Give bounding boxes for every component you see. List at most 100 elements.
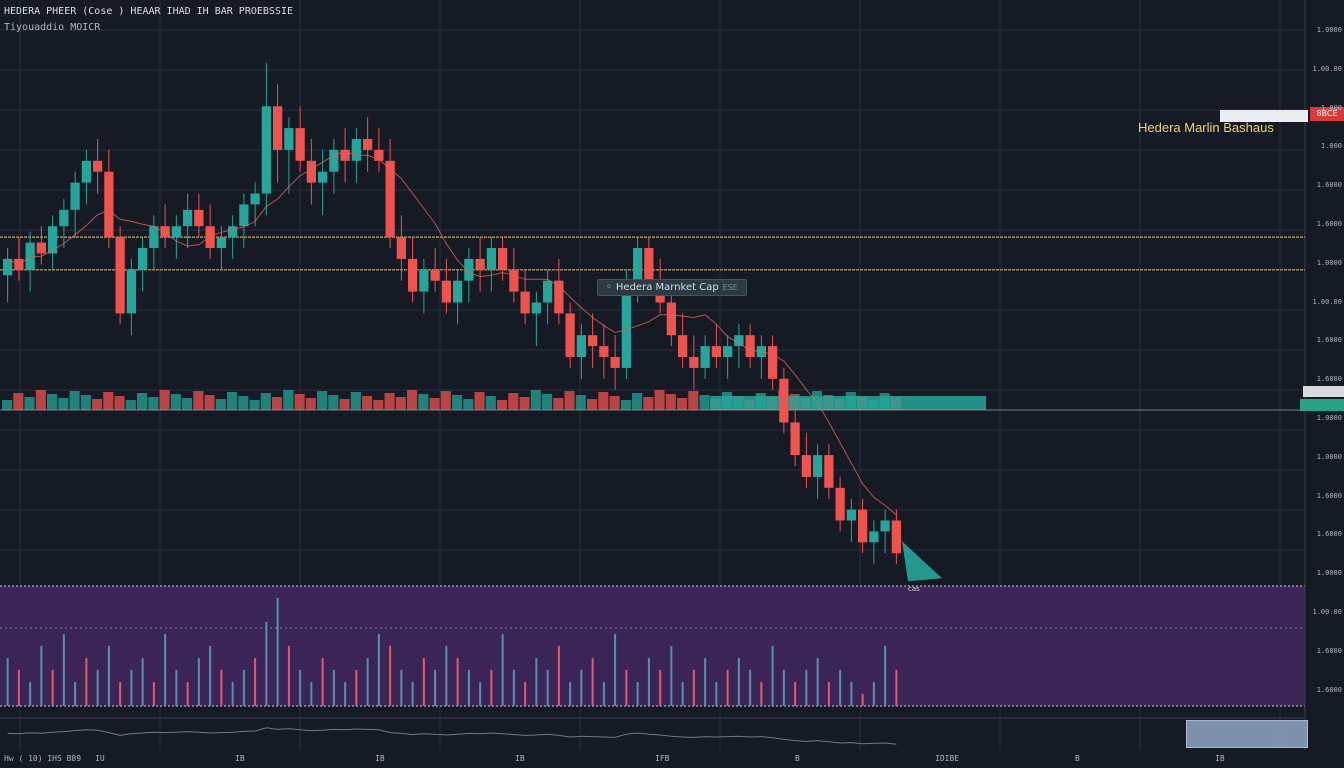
volume-bar [13,393,24,410]
y-tick-label: 1.000 [1320,103,1342,112]
x-tick-label: IFB [655,754,670,763]
volume-bar [620,400,631,410]
indicator-bar [366,658,369,706]
volume-bar [328,395,339,410]
indicator-bar [737,658,740,706]
candle-body [678,335,688,357]
volume-level-badge [1300,399,1344,411]
candle-body [666,302,676,336]
indicator-bar [209,646,212,706]
candle-body [633,248,643,281]
indicator-bar [602,682,605,706]
indicator-bar [17,670,20,706]
indicator-bar [6,658,9,706]
x-tick-label: IU [95,754,105,763]
indicator-bar [130,670,133,706]
indicator-bar [310,682,313,706]
indicator-bar [29,682,32,706]
market-cap-ext: ESE [722,283,738,292]
indicator-bar [625,670,628,706]
volume-bar [137,393,148,410]
candle-body [745,335,755,357]
indicator-bar [726,670,729,706]
candle-body [239,204,249,227]
indicator-bar [299,670,302,706]
indicator-bar [411,682,414,706]
price-marker-bar [1220,110,1308,122]
indicator-bar [704,658,707,706]
volume-bar [665,394,676,410]
candle-body [891,520,901,554]
candle-body [36,242,46,254]
volume-bar [519,397,530,410]
candle-body [768,346,778,379]
volume-bar [485,396,496,410]
volume-bar [182,398,193,410]
indicator-bar [74,682,77,706]
candle-body [824,455,834,488]
volume-bar [2,400,13,410]
y-tick-label: 1.0000 [1316,569,1342,578]
x-tick-label: IB [375,754,385,763]
candle-body [104,171,114,238]
y-tick-label: 1.0000 [1316,452,1342,461]
y-tick-label: 1.000 [1320,142,1342,151]
candle-body [790,422,800,456]
volume-bar [215,399,226,410]
volume-bar [632,393,643,410]
candle-body [430,269,440,281]
volume-bar [238,396,249,410]
indicator-bar [692,670,695,706]
y-tick-label: 1.6000 [1316,530,1342,539]
indicator-bar [816,658,819,706]
volume-bar [395,397,406,410]
volume-bar [170,394,181,410]
volume-band-extension [710,396,986,410]
indicator-bar [51,670,54,706]
indicator-bar [62,634,65,706]
x-tick-label: IB [1215,754,1225,763]
chart-subtitle: Tiyouaddio MOICR [4,22,101,33]
indicator-bar [467,670,470,706]
x-tick-label: IDIBE [935,754,960,763]
y-tick-label: 1.00.00 [1312,297,1342,306]
y-tick-label: 1.0000 [1316,26,1342,34]
candle-body [801,455,811,477]
candle-body [183,209,193,227]
navigator-minimap[interactable] [1186,720,1308,748]
volume-bar [58,398,69,410]
indicator-bar [490,670,493,706]
candle-body [70,182,80,210]
candle-body [160,226,170,238]
candle-body [138,248,148,270]
candle-body [644,248,654,281]
volume-bar [260,393,271,410]
indicator-bar [422,658,425,706]
indicator-bar [569,682,572,706]
indicator-bar [614,634,617,706]
market-cap-tag[interactable]: ◦ Hedera Marnket Cap ESE [597,279,747,296]
candle-body [205,226,215,248]
indicator-panel [0,586,1305,706]
volume-bar [587,399,598,410]
candle-body [171,226,181,238]
candle-body [453,280,463,303]
indicator-bar [231,682,234,706]
indicator-bar [681,682,684,706]
y-tick-label: 1.6000 [1316,646,1342,655]
indicator-bar [782,670,785,706]
indicator-bar [884,646,887,706]
candle-body [396,237,406,259]
volume-bar [384,393,395,410]
indicator-bar [760,682,763,706]
candle-body [59,209,69,227]
candle-body [576,335,586,357]
candle-body [351,139,361,161]
volume-bar [69,391,80,410]
candle-body [486,248,496,270]
candle-body [228,226,238,238]
volume-bar [688,391,699,410]
indicator-bar [861,694,864,706]
indicator-bar [197,658,200,706]
